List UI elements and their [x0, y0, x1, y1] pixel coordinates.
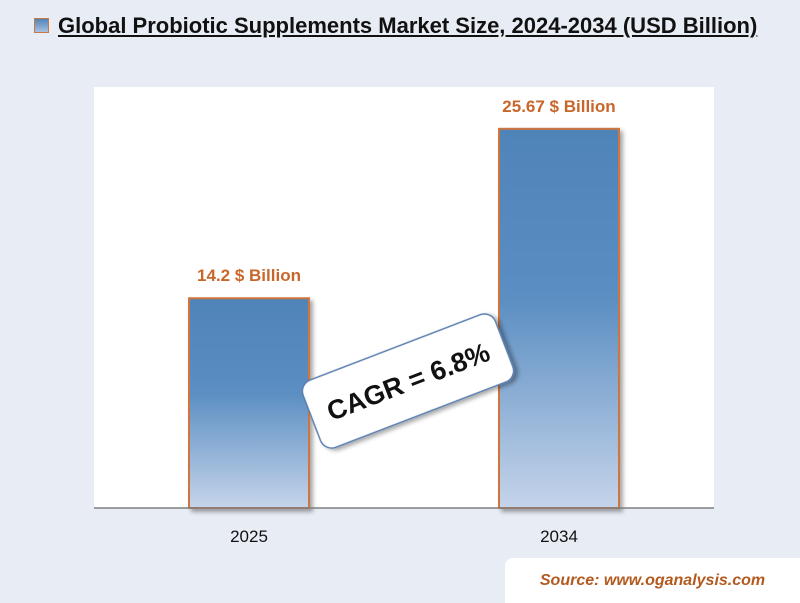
plot-area	[94, 87, 714, 508]
legend-swatch-icon	[34, 18, 49, 33]
cagr-box	[301, 313, 515, 449]
chart-title-area: Global Probiotic Supplements Market Size…	[34, 10, 774, 42]
data-label-2034: 25.67 $ Billion	[502, 97, 615, 116]
source-note: Source: www.oganalysis.com	[505, 558, 800, 603]
bar-2034	[498, 127, 620, 509]
chart-title: Global Probiotic Supplements Market Size…	[58, 13, 758, 38]
bar-2025	[188, 297, 310, 509]
x-tick-label-2025: 2025	[230, 527, 268, 546]
x-tick-label-2034: 2034	[540, 527, 578, 546]
data-label-2025: 14.2 $ Billion	[197, 266, 301, 285]
